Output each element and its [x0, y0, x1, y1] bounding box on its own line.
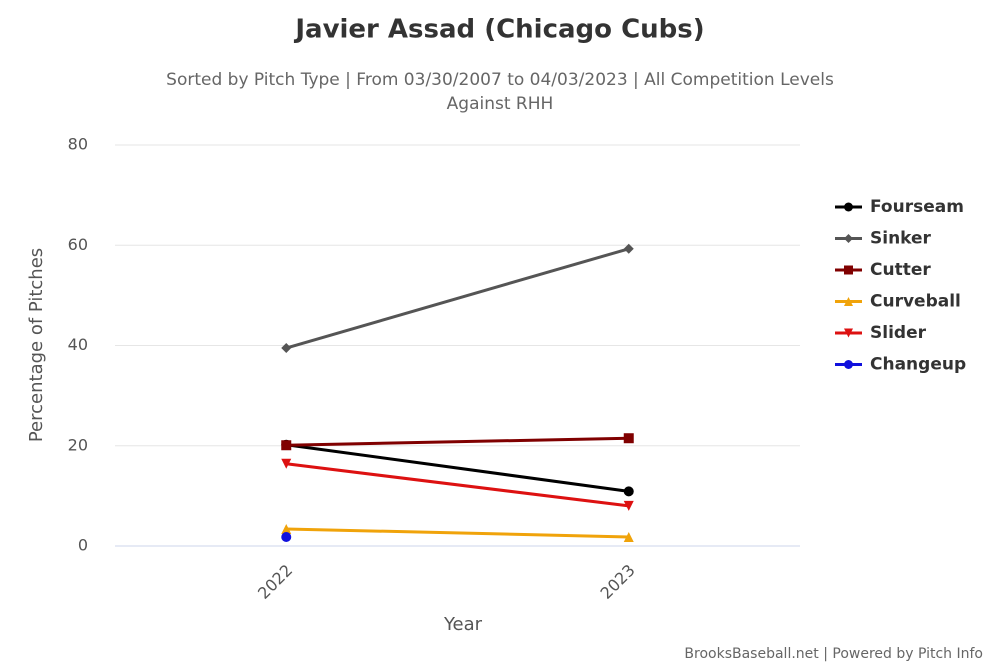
series-line — [286, 443, 629, 493]
y-tick-label: 20 — [68, 435, 88, 454]
chart-subtitle: Sorted by Pitch Type | From 03/30/2007 t… — [166, 70, 834, 90]
marker — [623, 243, 634, 254]
marker — [844, 297, 853, 306]
chart-title: Javier Assad (Chicago Cubs) — [293, 15, 704, 45]
marker — [281, 343, 292, 354]
legend-label: Curveball — [870, 292, 961, 312]
marker — [844, 360, 853, 369]
y-tick-label: 40 — [68, 335, 88, 354]
y-tick-label: 80 — [68, 135, 88, 154]
marker — [281, 523, 292, 534]
marker — [844, 234, 853, 243]
marker — [623, 433, 634, 444]
marker — [281, 531, 292, 542]
legend-label: Fourseam — [870, 197, 964, 217]
series-line — [286, 436, 629, 447]
credits: BrooksBaseball.net | Powered by Pitch In… — [684, 646, 983, 662]
y-axis-title: Percentage of Pitches — [26, 248, 47, 442]
marker — [844, 265, 853, 275]
series-line — [285, 247, 630, 350]
chart-subtitle: Against RHH — [447, 94, 554, 114]
legend-label: Changeup — [870, 355, 966, 375]
legend-label: Sinker — [870, 229, 932, 249]
x-axis-title: Year — [443, 614, 483, 635]
y-tick-label: 60 — [68, 235, 88, 254]
marker — [844, 202, 853, 212]
marker — [623, 486, 634, 497]
legend-label: Slider — [870, 323, 927, 343]
marker — [623, 531, 634, 542]
series-line — [286, 527, 629, 539]
marker — [844, 328, 853, 338]
y-tick-label: 0 — [78, 536, 88, 555]
marker — [623, 500, 634, 511]
legend-label: Cutter — [870, 260, 931, 280]
marker — [281, 440, 292, 451]
marker — [281, 458, 292, 469]
series-line — [286, 462, 629, 508]
